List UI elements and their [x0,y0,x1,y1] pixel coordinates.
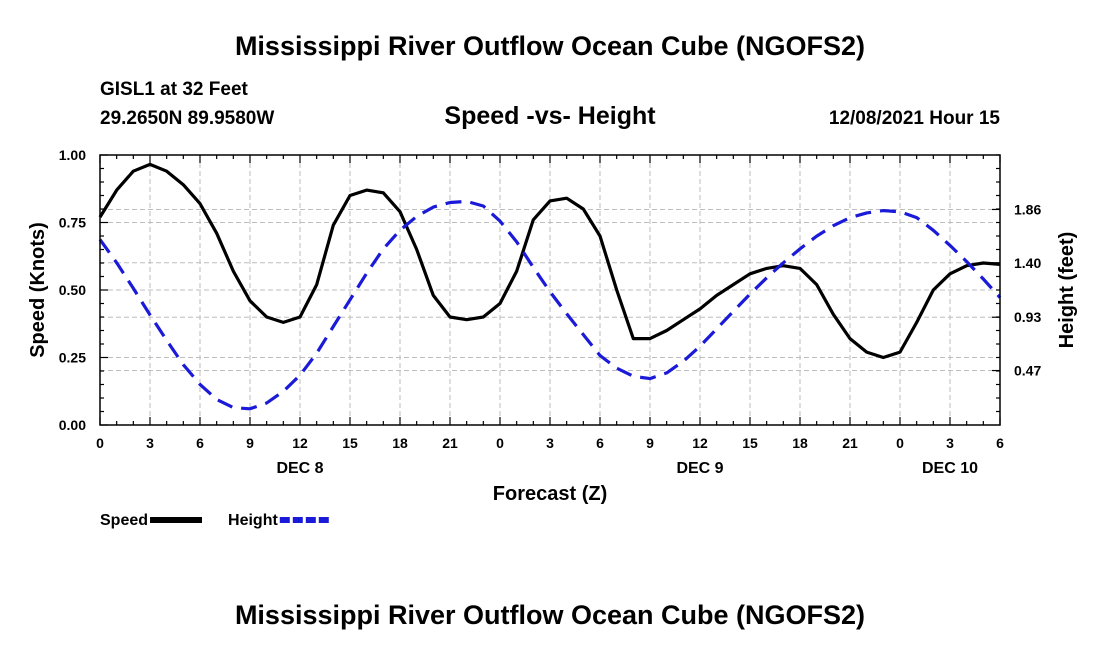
x-tick-label: 9 [246,435,254,451]
x-tick-label: 6 [196,435,204,451]
plot-series [98,162,1002,411]
y2-axis-label: Height (feet) [1056,232,1078,349]
x-tick-label: 15 [742,435,758,451]
x-tick-label: 15 [342,435,358,451]
x-tick-label: 21 [442,435,458,451]
plot-title: Speed -vs- Height [444,102,656,130]
x-tick-label: 18 [392,435,408,451]
y-tick-label: 0.50 [59,282,86,298]
y-axis-label: Speed (Knots) [27,222,49,358]
legend-label-height: Height [228,512,278,529]
y2-tick-label: 1.40 [1014,255,1041,271]
coordinates-label: 29.2650N 89.9580W [100,108,274,129]
y-tick-label: 0.00 [59,417,86,433]
axes: 0 3 6 9 12 15 18 21 0 3 6 9 12 15 18 21 0 3 6 DEC 8 DEC 9 DEC… [59,147,1042,477]
y2-tick-label: 0.93 [1014,309,1041,325]
x-tick-label: 0 [896,435,904,451]
x-tick-label: 9 [646,435,654,451]
x-tick-label: 0 [496,435,504,451]
x-tick-label: 6 [596,435,604,451]
legend-label-speed: Speed [100,512,148,529]
x-tick-label: 3 [946,435,954,451]
grid [100,155,1000,425]
station-label: GISL1 at 32 Feet [100,79,249,100]
date-label: DEC 10 [922,460,978,477]
x-tick-label: 12 [692,435,708,451]
x-tick-label: 18 [792,435,808,451]
x-tick-label: 3 [546,435,554,451]
y2-tick-label: 0.47 [1014,363,1041,379]
y-tick-label: 0.25 [59,350,86,366]
y-tick-label: 1.00 [59,147,86,163]
y-tick-label: 0.75 [59,215,86,231]
x-axis-label: Forecast (Z) [493,483,607,505]
x-tick-label: 6 [996,435,1004,451]
datetime-label: 12/08/2021 Hour 15 [829,108,1001,129]
series-line-height [98,199,1002,411]
x-tick-label: 3 [146,435,154,451]
repeated-title: Mississippi River Outflow Ocean Cube (NG… [235,600,865,630]
series-line-speed [98,162,1001,360]
date-label: DEC 9 [676,460,723,477]
x-tick-label: 12 [292,435,308,451]
legend: Speed Height [100,512,332,529]
x-tick-label: 0 [96,435,104,451]
y2-tick-label: 1.86 [1014,201,1041,217]
x-tick-label: 21 [842,435,858,451]
main-title: Mississippi River Outflow Ocean Cube (NG… [235,31,865,61]
date-label: DEC 8 [276,460,323,477]
